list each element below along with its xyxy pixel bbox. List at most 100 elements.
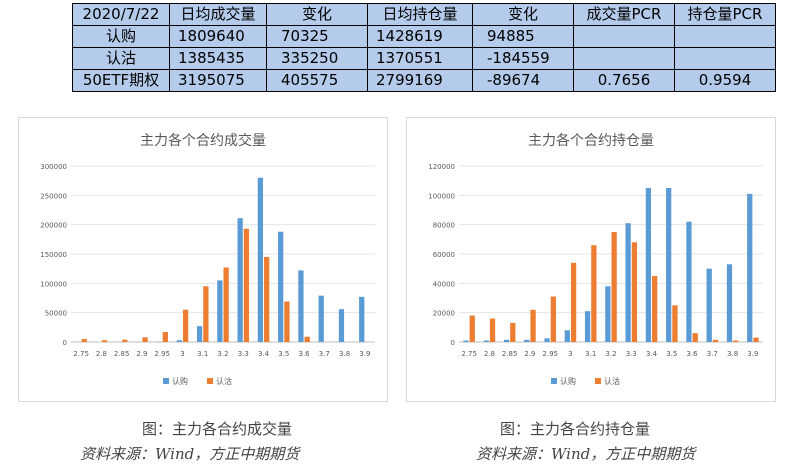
table-header-cell: 日均持仓量 — [367, 3, 473, 26]
bar-put — [223, 267, 229, 342]
bar-call — [726, 264, 733, 342]
x-tick-label: 2.95 — [154, 350, 170, 358]
x-tick-label: 3.9 — [747, 350, 758, 358]
bar-call — [176, 340, 182, 342]
legend-label-put: 认沽 — [604, 376, 620, 386]
bar-call — [564, 330, 570, 342]
x-tick-label: 2.85 — [502, 350, 518, 358]
y-tick-label: 100000 — [40, 280, 67, 288]
x-tick-label: 3.4 — [646, 350, 658, 358]
bar-call — [338, 309, 345, 342]
bar-call — [217, 280, 223, 342]
chart-title: 主力各个合约持仓量 — [528, 133, 654, 149]
bar-call — [605, 286, 611, 342]
bar-call — [645, 188, 652, 342]
y-tick-label: 0 — [63, 339, 67, 347]
bar-put — [142, 337, 148, 342]
bar-put — [672, 305, 678, 342]
x-tick-label: 2.9 — [524, 350, 535, 358]
chart-svg: 主力各个合约成交量 0 50000 100000 150000 200000 250000 3… — [40, 132, 375, 386]
bar-call — [318, 295, 324, 342]
x-tick-label: 3.6 — [686, 350, 698, 358]
table-cell — [674, 25, 776, 48]
bar-put — [203, 286, 209, 342]
legend-swatch-put — [595, 378, 601, 384]
x-tick-label: 3 — [568, 350, 572, 358]
x-tick-label: 2.95 — [542, 350, 558, 358]
y-tick-label: 40000 — [433, 280, 455, 288]
table-cell: 认沽 — [72, 47, 170, 70]
bar-put — [753, 337, 759, 342]
bar-put — [489, 318, 496, 342]
chart-title: 主力各个合约成交量 — [140, 132, 266, 149]
y-tick-label: 100000 — [428, 192, 455, 200]
bar-put — [101, 340, 108, 342]
x-tick-label: 3.2 — [217, 350, 228, 358]
x-tick-label: 3.1 — [585, 350, 596, 358]
bar-call — [544, 338, 550, 342]
table-cell: 94885 — [472, 25, 574, 48]
x-tick-label: 3.7 — [707, 350, 718, 358]
volume-chart: 主力各个合约成交量 0 50000 100000 150000 200000 250000 3… — [18, 117, 388, 402]
bar-put — [733, 340, 739, 342]
bar-put — [591, 245, 597, 342]
table-cell: 405575 — [266, 69, 368, 92]
bar-put — [243, 228, 250, 342]
x-tick-label: 2.75 — [461, 350, 477, 358]
bar-call — [666, 188, 672, 342]
y-tick-label: 0 — [451, 339, 455, 347]
x-tick-label: 3.1 — [197, 350, 208, 358]
bar-call — [278, 231, 284, 342]
bar-put — [182, 309, 189, 342]
table-header-cell: 变化 — [266, 3, 368, 26]
table-cell: 0.7656 — [573, 69, 675, 92]
table-cell — [573, 25, 675, 48]
bar-call — [359, 296, 365, 342]
y-tick-label: 50000 — [45, 310, 67, 318]
table-cell — [674, 47, 776, 70]
x-tick-label: 2.75 — [73, 350, 89, 358]
bar-call — [237, 218, 243, 342]
x-tick-label: 3.9 — [359, 350, 370, 358]
x-tick-label: 3.6 — [298, 350, 310, 358]
legend-label-call: 认购 — [172, 376, 188, 386]
y-tick-label: 120000 — [428, 163, 455, 171]
bar-call — [483, 340, 489, 342]
table-header-cell: 变化 — [472, 3, 574, 26]
table-cell: -184559 — [472, 47, 574, 70]
bar-put — [304, 336, 310, 342]
bar-put — [692, 333, 698, 342]
legend-swatch-put — [207, 378, 213, 384]
x-tick-label: 3.5 — [666, 350, 677, 358]
bar-call — [706, 268, 712, 342]
bar-put — [264, 256, 270, 342]
y-tick-label: 150000 — [40, 251, 67, 259]
table-row: 认沽 1385435 335250 1370551 -184559 — [72, 47, 776, 70]
legend-label-put: 认沽 — [216, 376, 232, 386]
summary-table: 2020/7/22 日均成交量 变化 日均持仓量 变化 成交量PCR 持仓量PCR 认购 180… — [72, 3, 776, 92]
x-tick-label: 3.3 — [238, 350, 249, 358]
bar-put — [712, 339, 719, 342]
y-tick-label: 20000 — [433, 310, 455, 318]
bar-put — [510, 322, 516, 342]
table-header-row: 2020/7/22 日均成交量 变化 日均持仓量 变化 成交量PCR 持仓量PCR — [72, 3, 776, 26]
bar-put — [469, 315, 475, 342]
caption-volume: 图：主力各合约成交量 — [142, 420, 293, 438]
legend-swatch-call — [551, 378, 557, 384]
x-tick-label: 3.5 — [278, 350, 289, 358]
bar-put — [631, 242, 638, 342]
y-tick-label: 250000 — [40, 192, 67, 200]
bar-call — [747, 193, 753, 342]
table-header-cell: 持仓量PCR — [674, 3, 776, 26]
bar-call — [196, 326, 203, 342]
x-tick-label: 2.9 — [136, 350, 147, 358]
table-cell: 3195075 — [169, 69, 267, 92]
table-cell: 335250 — [266, 47, 368, 70]
x-tick-label: 3.2 — [605, 350, 616, 358]
source-note-left: 资料来源：Wind，方正中期期货 — [80, 445, 300, 463]
bar-call — [686, 221, 692, 342]
table-cell: 认购 — [72, 25, 170, 48]
table-cell: 70325 — [266, 25, 368, 48]
open-interest-chart: 主力各个合约持仓量 0 20000 40000 60000 80000 100000 1200… — [406, 117, 776, 402]
bar-call — [524, 339, 530, 342]
